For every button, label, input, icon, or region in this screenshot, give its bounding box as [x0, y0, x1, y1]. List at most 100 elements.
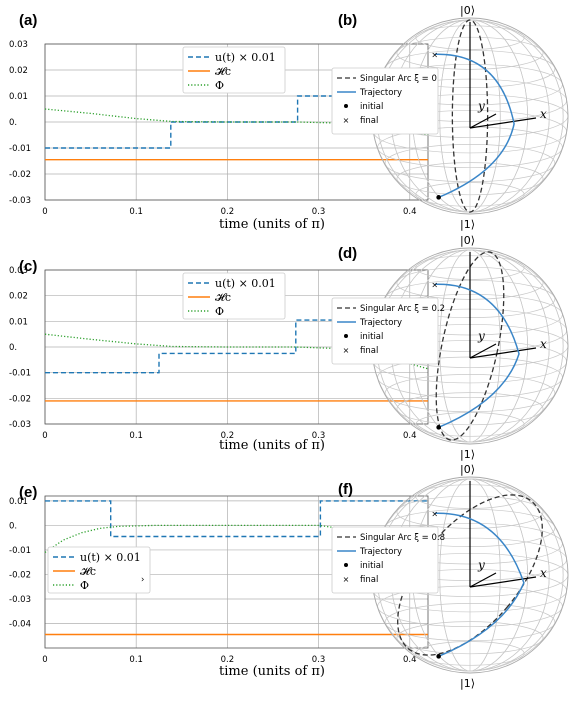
- y-axis-arrow: [469, 572, 497, 588]
- y-tick-label: 0.: [9, 343, 17, 353]
- series-line-u: [45, 500, 428, 538]
- y-tick-label: -0.01: [9, 369, 31, 379]
- x-axis-arrow: [469, 117, 537, 129]
- legend-entry: 𝓗c: [215, 291, 231, 304]
- trajectory-line: [434, 53, 515, 199]
- legend-entry: 𝓗c: [80, 565, 96, 578]
- y-tick-label: -0.02: [9, 394, 31, 404]
- final-marker: ×: [431, 280, 438, 289]
- legend-entry: u(t) × 0.01: [215, 277, 276, 290]
- legend-entry-final: final: [360, 346, 378, 356]
- x-axis-label: time (units of π): [219, 438, 325, 453]
- x-axis-label: x: [540, 566, 547, 580]
- x-tick-label: 0.1: [129, 431, 143, 441]
- x-tick-label: 0.3: [312, 431, 326, 441]
- y-axis-arrow: [469, 113, 497, 129]
- x-axis-arrow: [469, 347, 537, 359]
- legend-swatch-final: ×: [343, 116, 350, 125]
- x-axis-label: time (units of π): [219, 664, 325, 679]
- panel-label: (f): [338, 481, 353, 498]
- y-tick-label: 0.02: [9, 66, 28, 76]
- bloch-sphere-d: (d) x y |0⟩ |1⟩ × Singular Arc ξ = 0.2 Trajecto…: [331, 234, 569, 461]
- legend-box: [182, 272, 286, 320]
- x-axis-label: x: [540, 107, 547, 121]
- legend-swatch-initial: [344, 563, 348, 567]
- initial-marker: [436, 654, 441, 659]
- bloch-sphere-f: (f) x y |0⟩ |1⟩ × Singular Arc ξ = 0.8 Trajecto…: [331, 463, 569, 690]
- legend-entry-initial: initial: [360, 332, 383, 342]
- sphere-legend-box: [331, 526, 439, 594]
- series-line-phi: [44, 108, 429, 136]
- legend-box: [182, 46, 286, 94]
- x-tick-label: 0.2: [221, 655, 235, 665]
- singular-arc: [451, 19, 489, 213]
- sphere-latitude: [396, 162, 544, 196]
- legend-entry: Φ: [80, 579, 89, 592]
- legend-swatch-final: ×: [343, 575, 350, 584]
- north-pole-label: |0⟩: [460, 234, 475, 247]
- legend-entry: u(t) × 0.01: [215, 51, 276, 64]
- y-tick-label: -0.01: [9, 144, 31, 154]
- y-axis-label: y: [477, 329, 485, 343]
- x-tick-label: 0.3: [312, 207, 326, 217]
- bloch-sphere-b: (b) x y |0⟩ |1⟩ × Singular Arc ξ = 0 Trajectory…: [331, 4, 569, 231]
- x-tick-label: 0: [42, 207, 47, 217]
- south-pole-label: |1⟩: [460, 218, 475, 231]
- x-tick-label: 0.4: [403, 655, 417, 665]
- south-pole-label: |1⟩: [460, 448, 475, 461]
- y-tick-label: 0.03: [9, 266, 28, 276]
- panel-label: (e): [19, 484, 37, 501]
- x-tick-label: 0: [42, 431, 47, 441]
- x-tick-label: 0: [42, 655, 47, 665]
- x-tick-label: 0.1: [129, 655, 143, 665]
- legend-entry-trajectory: Trajectory: [359, 88, 402, 98]
- y-tick-label: 0.03: [9, 40, 28, 50]
- y-tick-label: -0.03: [9, 595, 31, 605]
- x-tick-label: 0.2: [221, 431, 235, 441]
- north-pole-label: |0⟩: [460, 463, 475, 476]
- y-tick-label: 0.: [9, 521, 17, 531]
- south-pole-label: |1⟩: [460, 677, 475, 690]
- chart-panel-a: (a) 0 0.1 0.2 0.3 0.4 -0.03 -0.02 -0.01 0. 0.01 0.0…: [9, 12, 429, 232]
- sphere-latitude: [396, 392, 544, 426]
- y-tick-label: 0.: [9, 118, 17, 128]
- x-tick-label: 0.3: [312, 655, 326, 665]
- legend-swatch-initial: [344, 334, 348, 338]
- legend-swatch-final: ×: [343, 346, 350, 355]
- initial-marker: [436, 425, 441, 430]
- legend-entry: 𝓗c: [215, 65, 231, 78]
- stray-mark: ›: [141, 575, 144, 585]
- legend-entry-final: final: [360, 575, 378, 585]
- legend-entry-arc: Singular Arc ξ = 0.2: [360, 304, 445, 314]
- singular-arc: [435, 251, 505, 441]
- y-tick-label: -0.01: [9, 546, 31, 556]
- x-tick-label: 0.4: [403, 207, 417, 217]
- y-tick-label: -0.02: [9, 570, 31, 580]
- legend-entry-trajectory: Trajectory: [359, 547, 402, 557]
- y-tick-label: 0.01: [9, 317, 28, 327]
- legend-entry-arc: Singular Arc ξ = 0.8: [360, 533, 445, 543]
- legend-entry: u(t) × 0.01: [80, 551, 141, 564]
- legend-entry: Φ: [215, 79, 224, 92]
- series-line-u: [45, 95, 428, 149]
- panel-label: (b): [338, 12, 357, 29]
- y-tick-label: -0.03: [9, 196, 31, 206]
- legend-entry-final: final: [360, 116, 378, 126]
- series-line-u: [45, 319, 428, 374]
- y-axis-arrow: [469, 343, 497, 359]
- final-marker: ×: [431, 509, 438, 518]
- panel-label: (a): [19, 12, 37, 29]
- x-tick-label: 0.4: [403, 431, 417, 441]
- y-tick-label: 0.01: [9, 497, 28, 507]
- legend-entry-arc: Singular Arc ξ = 0: [360, 74, 437, 84]
- y-axis-label: y: [477, 99, 485, 113]
- trajectory-line: [434, 283, 520, 429]
- y-tick-label: 0.02: [9, 292, 28, 302]
- sphere-latitude: [396, 621, 544, 655]
- x-axis-arrow: [469, 576, 537, 588]
- x-axis-label: time (units of π): [219, 217, 325, 232]
- legend-entry: Φ: [215, 305, 224, 318]
- y-tick-label: -0.04: [9, 619, 31, 629]
- legend-entry-initial: initial: [360, 102, 383, 112]
